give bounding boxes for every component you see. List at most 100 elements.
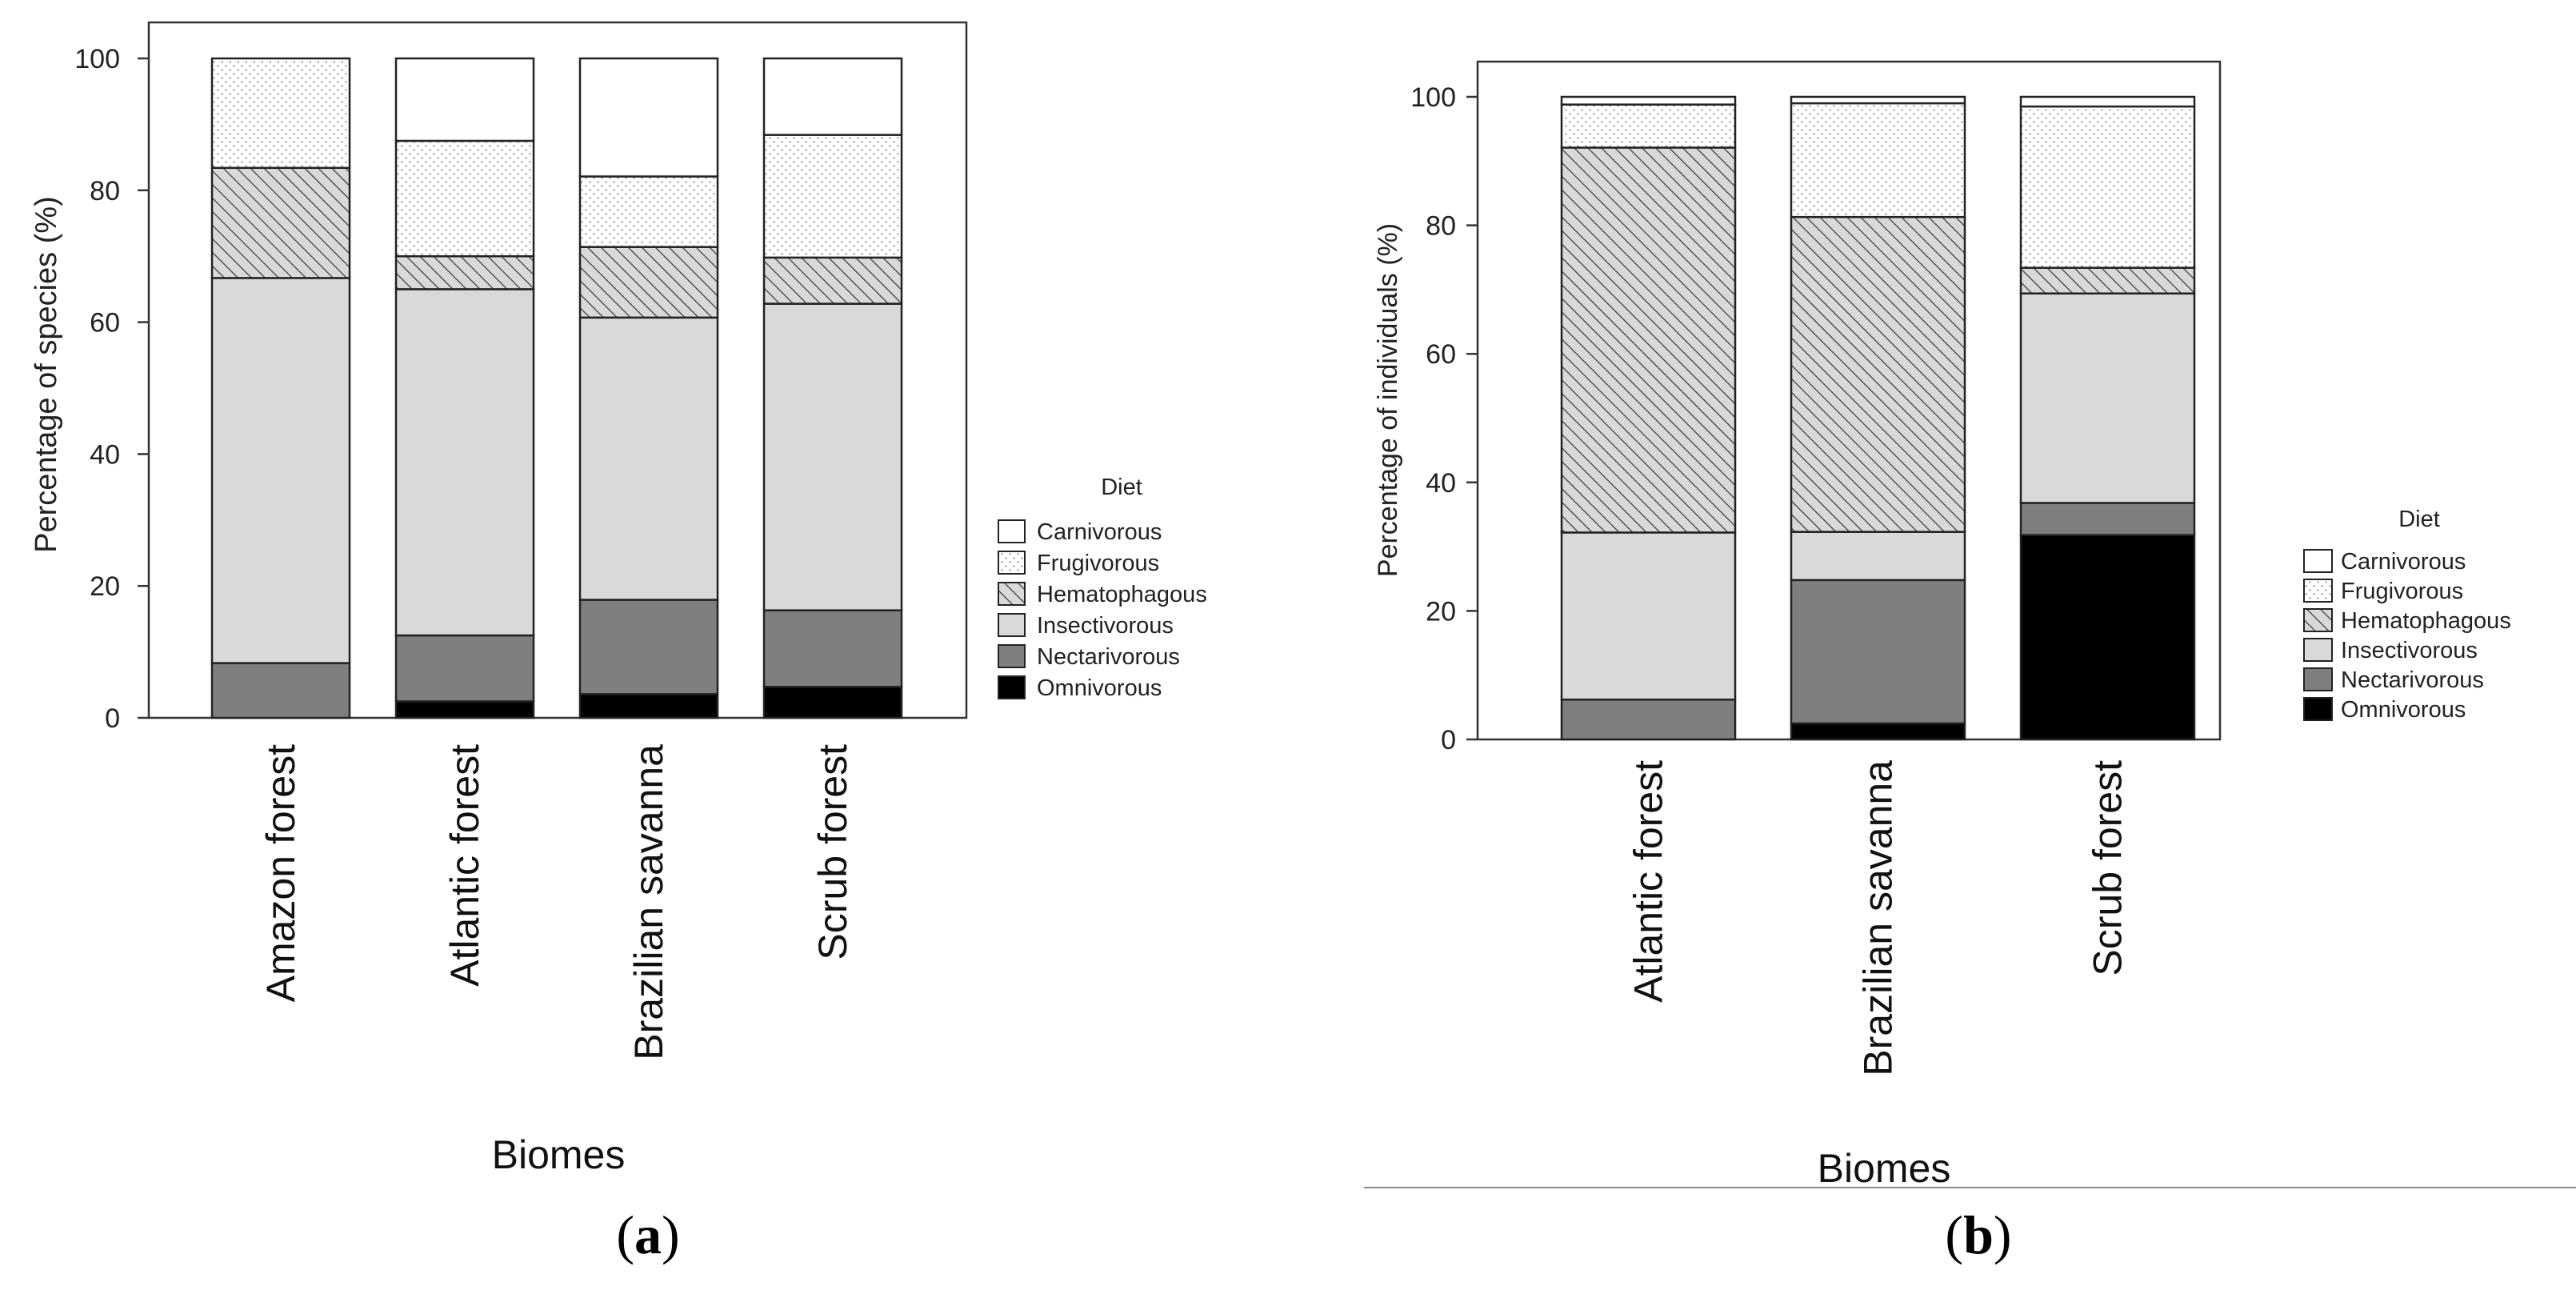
y-tick-label: 100 [74, 44, 120, 74]
bar-segment-atlantic-forest-insectivorous [1560, 531, 1737, 701]
y-axis-label: Percentage of individuals (%) [1373, 223, 1403, 577]
bar-segment-amazon-forest-hematophagous [210, 166, 351, 279]
bar-segment-brazilian-savanna-insectivorous [578, 316, 719, 601]
y-tick-label: 0 [105, 703, 120, 734]
bar-segment-scrub-forest-nectarivorous [762, 609, 903, 688]
bar-segment-atlantic-forest-insectivorous [394, 288, 535, 637]
y-tick-label: 0 [1441, 725, 1456, 755]
bar-segment-atlantic-forest-omnivorous [394, 700, 535, 719]
bar-segment-brazilian-savanna-nectarivorous [1790, 579, 1966, 725]
bar-segment-scrub-forest-omnivorous [762, 686, 903, 719]
plot-frame [147, 21, 968, 719]
y-tick-label: 40 [1426, 468, 1456, 499]
bar-segment-brazilian-savanna-frugivorous [578, 175, 719, 248]
y-tick-label: 20 [90, 571, 120, 602]
y-tick-label: 80 [1426, 211, 1456, 242]
panel-letter: a [634, 1204, 662, 1265]
x-category-label: Atlantic forest [1626, 760, 1671, 1003]
legend-label-frugivorous: Frugivorous [1037, 551, 1159, 576]
bar-segment-amazon-forest-nectarivorous [210, 662, 351, 719]
y-tick-label: 80 [90, 176, 120, 206]
legend-swatch-nectarivorous [998, 644, 1026, 668]
legend-swatch-carnivorous [2303, 549, 2333, 573]
bar-segment-scrub-forest-carnivorous [2019, 95, 2196, 108]
panel-label: (a) [616, 1204, 679, 1265]
bar-segment-amazon-forest-insectivorous [210, 277, 351, 664]
bar-segment-scrub-forest-hematophagous [762, 256, 903, 305]
panel-label-close: ) [1994, 1204, 2012, 1265]
bar-segment-brazilian-savanna-omnivorous [578, 693, 719, 719]
bar-segment-scrub-forest-carnivorous [762, 57, 903, 136]
x-category-label: Scrub forest [810, 744, 855, 960]
legend-title: Diet [1101, 475, 1142, 500]
bar-segment-amazon-forest-frugivorous [210, 57, 351, 170]
legend-label-frugivorous: Frugivorous [2341, 579, 2463, 604]
y-tick-label: 40 [90, 439, 120, 470]
bar-segment-atlantic-forest-carnivorous [1560, 95, 1737, 106]
x-category-label: Brazilian savanna [1856, 760, 1901, 1076]
panel-a: 0 20 40 60 80 100 Percentage of species (%) Ama… [30, 21, 1207, 1265]
x-axis-label: Biomes [492, 1132, 626, 1177]
legend-label-carnivorous: Carnivorous [2341, 549, 2466, 575]
bar-segment-brazilian-savanna-frugivorous [1790, 102, 1966, 218]
bar-segment-atlantic-forest-hematophagous [1560, 146, 1737, 534]
legend-swatch-insectivorous [998, 613, 1026, 637]
bar-segment-atlantic-forest-hematophagous [394, 254, 535, 290]
bar-segment-scrub-forest-hematophagous [2019, 266, 2196, 294]
bar-segment-atlantic-forest-nectarivorous [1560, 698, 1737, 741]
bar-segment-scrub-forest-insectivorous [2019, 292, 2196, 504]
legend-swatch-carnivorous [998, 519, 1026, 543]
panel-label-open: ( [616, 1204, 634, 1265]
bar-segment-scrub-forest-nectarivorous [2019, 502, 2196, 536]
x-category-label: Amazon forest [258, 744, 303, 1002]
legend-swatch-nectarivorous [2303, 667, 2333, 691]
legend-label-insectivorous: Insectivorous [1037, 613, 1174, 639]
legend-label-omnivorous: Omnivorous [1037, 675, 1162, 701]
x-axis-label: Biomes [1818, 1146, 1951, 1191]
panel-label-open: ( [1945, 1204, 1963, 1265]
bar-segment-scrub-forest-frugivorous [762, 134, 903, 259]
y-tick-label: 20 [1426, 596, 1456, 627]
y-tick-label: 100 [1410, 82, 1456, 113]
panel-label: (b) [1945, 1204, 2011, 1265]
legend-swatch-omnivorous [2303, 697, 2333, 721]
legend-label-nectarivorous: Nectarivorous [2341, 667, 2484, 693]
bar-segment-scrub-forest-frugivorous [2019, 105, 2196, 269]
legend-label-insectivorous: Insectivorous [2341, 638, 2478, 663]
bar-segment-atlantic-forest-frugivorous [394, 139, 535, 258]
bar-segment-scrub-forest-insectivorous [762, 302, 903, 611]
legend-label-nectarivorous: Nectarivorous [1037, 644, 1180, 670]
legend-swatch-frugivorous [998, 551, 1026, 575]
bar-segment-scrub-forest-omnivorous [2019, 534, 2196, 741]
bar-segment-atlantic-forest-carnivorous [394, 57, 535, 142]
legend-label-omnivorous: Omnivorous [2341, 697, 2466, 723]
bar-segment-brazilian-savanna-insectivorous [1790, 531, 1966, 582]
panel-letter: b [1963, 1204, 1994, 1265]
panel-label-close: ) [662, 1204, 680, 1265]
bar-segment-brazilian-savanna-omnivorous [1790, 722, 1966, 741]
legend-swatch-omnivorous [998, 675, 1026, 699]
bar-segment-atlantic-forest-frugivorous [1560, 103, 1737, 149]
x-category-label: Brazilian savanna [626, 744, 671, 1060]
bar-segment-brazilian-savanna-hematophagous [1790, 215, 1966, 533]
bar-segment-brazilian-savanna-carnivorous [1790, 95, 1966, 105]
bar-segment-brazilian-savanna-carnivorous [578, 57, 719, 178]
legend-title: Diet [2398, 507, 2440, 532]
bar-segment-brazilian-savanna-hematophagous [578, 246, 719, 319]
legend-label-hematophagous: Hematophagous [1037, 582, 1207, 607]
y-tick-label: 60 [1426, 339, 1456, 370]
x-category-label: Scrub forest [2086, 760, 2130, 976]
legend-swatch-frugivorous [2303, 579, 2333, 603]
y-axis-label: Percentage of species (%) [30, 196, 63, 553]
x-category-label: Atlantic forest [442, 744, 487, 987]
legend-label-carnivorous: Carnivorous [1037, 519, 1162, 545]
legend-swatch-hematophagous [998, 582, 1026, 606]
y-tick-label: 60 [90, 308, 120, 339]
legend-label-hematophagous: Hematophagous [2341, 608, 2511, 634]
bar-segment-brazilian-savanna-nectarivorous [578, 599, 719, 695]
panel-b: 0 20 40 60 80 100 Percentage of individuals (%… [1373, 60, 2511, 1265]
bar-segment-atlantic-forest-nectarivorous [394, 634, 535, 703]
legend-swatch-insectivorous [2303, 638, 2333, 662]
legend-swatch-hematophagous [2303, 608, 2333, 632]
